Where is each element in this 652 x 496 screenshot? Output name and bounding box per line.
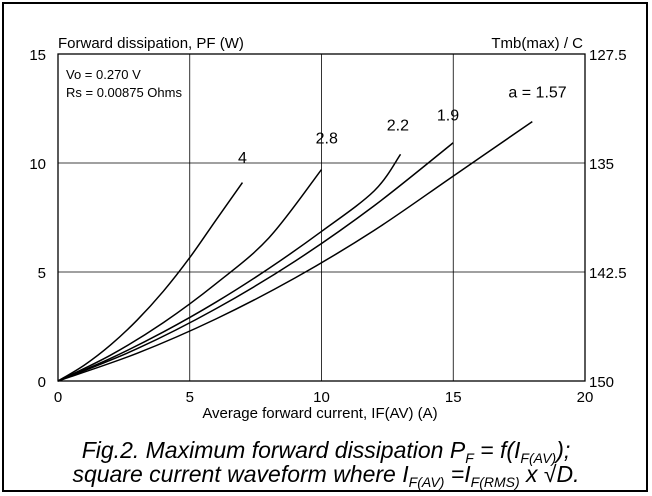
curve-labels: 4 2.8 2.2 1.9 a = 1.57	[238, 85, 567, 167]
series-line-1	[57, 169, 323, 382]
caption-text: x √D.	[519, 461, 580, 487]
y2-tick-label: 150	[589, 374, 614, 391]
caption-sub: F(RMS)	[470, 474, 520, 490]
curves	[57, 120, 533, 382]
y2-tick-labels: 150 142.5 135 127.5	[589, 47, 627, 391]
caption-text: =I	[444, 461, 471, 487]
y-tick-label: 15	[29, 47, 46, 64]
caption-sub: F(AV)	[520, 450, 557, 466]
series-line-4	[57, 120, 533, 382]
series-label: 4	[238, 150, 247, 167]
param-rs: Rs = 0.00875 Ohms	[66, 85, 182, 100]
caption-sub: F(AV)	[408, 474, 445, 490]
y2-tick-label: 142.5	[589, 265, 627, 282]
x-tick-label: 0	[54, 389, 62, 406]
series-label: 1.9	[437, 107, 459, 124]
figure-caption-line1: Fig.2. Maximum forward dissipation PF = …	[0, 437, 652, 465]
grid	[57, 53, 586, 382]
y-axis-label: Forward dissipation, PF (W)	[58, 35, 244, 52]
caption-sub: F	[465, 450, 474, 466]
series-line-3	[57, 142, 454, 382]
y-tick-label: 5	[38, 265, 46, 282]
y2-tick-label: 135	[589, 156, 614, 173]
y-tick-labels: 0 5 10 15	[29, 47, 46, 391]
param-vo: Vo = 0.270 V	[66, 67, 141, 82]
y2-axis-label: Tmb(max) / C	[491, 35, 583, 52]
y-tick-label: 0	[38, 374, 46, 391]
series-line-0	[57, 182, 244, 382]
plot-area	[57, 53, 586, 382]
x-tick-label: 10	[313, 389, 330, 406]
y2-tick-label: 127.5	[589, 47, 627, 64]
x-tick-label: 5	[186, 389, 194, 406]
series-label: 2.8	[316, 130, 338, 147]
caption-text: );	[556, 437, 571, 463]
x-tick-label: 20	[577, 389, 594, 406]
series-label: a = 1.57	[508, 85, 566, 102]
series-label: 2.2	[387, 117, 409, 134]
caption-text: = f(I	[473, 437, 521, 463]
x-tick-labels: 0 5 10 15 20	[54, 389, 594, 406]
series-line-2	[57, 153, 402, 382]
caption-text: square current waveform where I	[72, 461, 409, 487]
figure-frame	[2, 2, 648, 492]
figure-caption-line2: square current waveform where IF(AV) =IF…	[0, 461, 652, 489]
x-axis-label: Average forward current, IF(AV) (A)	[202, 405, 437, 422]
y-tick-label: 10	[29, 156, 46, 173]
caption-text: Fig.2. Maximum forward dissipation P	[81, 437, 466, 463]
x-tick-label: 15	[445, 389, 462, 406]
